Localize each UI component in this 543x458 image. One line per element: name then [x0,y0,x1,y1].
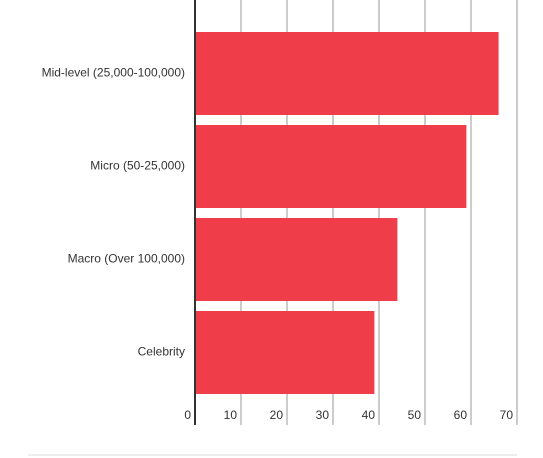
y-tick-label: Macro (Over 100,000) [68,252,185,266]
x-tick-label: 40 [362,408,376,422]
y-tick-label: Celebrity [138,345,185,359]
x-tick-label: 60 [454,408,468,422]
x-tick-label: 50 [408,408,422,422]
x-tick-label: 20 [270,408,284,422]
x-tick-label: 0 [184,408,191,422]
y-tick-label: Mid-level (25,000-100,000) [42,66,185,80]
bar [195,218,398,301]
bar [195,125,467,208]
x-tick-label: 70 [500,408,514,422]
bar [195,32,499,115]
x-tick-label: 30 [316,408,330,422]
bar [195,311,375,394]
y-tick-label: Micro (50-25,000) [90,159,185,173]
x-tick-label: 10 [224,408,238,422]
